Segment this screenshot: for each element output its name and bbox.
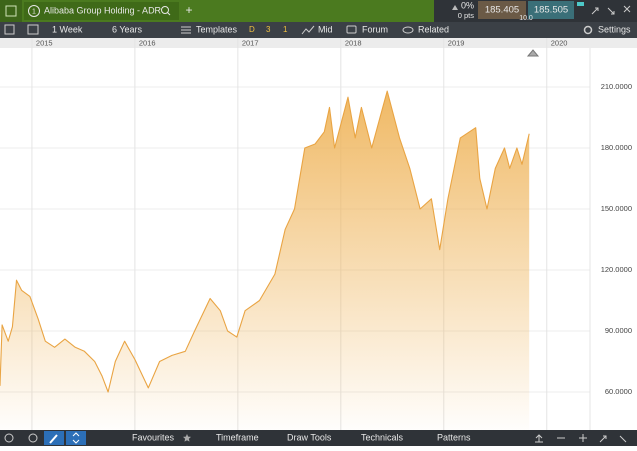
quantity[interactable]: 10.0 <box>519 15 533 22</box>
change-arrow <box>452 5 458 10</box>
related[interactable]: Related <box>418 24 449 34</box>
clear-icon[interactable] <box>28 433 38 443</box>
period-d[interactable]: D <box>249 25 255 34</box>
close-icon[interactable] <box>623 5 631 13</box>
search-handle <box>167 12 171 16</box>
favourites[interactable]: Favourites <box>132 432 175 442</box>
patterns[interactable]: Patterns <box>437 432 471 442</box>
buy-button[interactable] <box>528 1 574 19</box>
refresh-icon[interactable] <box>4 433 14 443</box>
instrument-title[interactable]: Alibaba Group Holding - ADR <box>44 5 162 15</box>
star-icon[interactable] <box>183 434 191 442</box>
expand-icons[interactable] <box>599 435 627 443</box>
y-tick-label: 120.0000 <box>601 265 632 274</box>
menu-icon[interactable] <box>0 0 22 22</box>
change-pts: 0 pts <box>458 11 475 20</box>
date-strip <box>0 38 637 48</box>
plot: 2015 2016 2017 2018 2019 2020 <box>0 38 590 430</box>
templates-icon <box>181 26 191 34</box>
pencil-icon <box>49 434 58 444</box>
mid-icon <box>301 25 315 35</box>
change-pct: 0% <box>461 0 474 10</box>
share-icon[interactable] <box>535 434 543 443</box>
related-icon <box>402 26 414 34</box>
info-icon-text: 1 <box>32 8 36 15</box>
y-axis: 210.0000 180.0000 150.0000 120.0000 90.0000 6… <box>601 82 632 396</box>
y-tick-label: 60.0000 <box>605 387 632 396</box>
y-tick-label: 180.0000 <box>601 143 632 152</box>
indicator <box>577 2 584 6</box>
layout-icon[interactable] <box>27 24 39 35</box>
settings[interactable]: Settings <box>598 24 631 34</box>
sell-price[interactable]: 185.405 <box>485 5 519 16</box>
toolbar <box>0 22 637 38</box>
add-tab[interactable]: + <box>185 3 192 17</box>
period-1[interactable]: 1 <box>283 25 288 34</box>
x-tick-label: 2019 <box>448 38 465 47</box>
buy-price[interactable]: 185.505 <box>534 5 568 16</box>
timeframe[interactable]: Timeframe <box>216 432 259 442</box>
price-line <box>0 90 530 393</box>
technicals[interactable]: Technicals <box>361 432 404 442</box>
zoom-icons[interactable] <box>557 434 587 442</box>
interval[interactable]: 1 Week <box>52 24 83 34</box>
forum-icon <box>346 25 357 34</box>
templates[interactable]: Templates <box>196 24 238 34</box>
menu-glyph <box>5 5 17 17</box>
x-tick-label: 2018 <box>345 38 362 47</box>
price-area <box>0 91 530 430</box>
x-tick-label: 2015 <box>36 38 53 47</box>
search-icon[interactable] <box>161 6 169 14</box>
cursor-button[interactable] <box>66 431 86 445</box>
settings-icon <box>583 25 593 35</box>
mid[interactable]: Mid <box>318 24 333 34</box>
price-axis <box>590 48 637 430</box>
panel-icon[interactable] <box>4 24 15 35</box>
x-tick-label: 2017 <box>242 38 259 47</box>
period-3[interactable]: 3 <box>266 25 271 34</box>
scroll-marker[interactable] <box>526 49 540 57</box>
sell-button[interactable] <box>478 1 526 19</box>
y-tick-label: 90.0000 <box>605 326 632 335</box>
range[interactable]: 6 Years <box>112 24 143 34</box>
cursor-icon <box>72 432 80 444</box>
window-icons[interactable] <box>591 7 615 15</box>
forum[interactable]: Forum <box>362 24 388 34</box>
x-tick-label: 2016 <box>139 38 156 47</box>
y-tick-label: 150.0000 <box>601 204 632 213</box>
x-tick-label: 2020 <box>551 38 568 47</box>
y-tick-label: 210.0000 <box>601 82 632 91</box>
draw-tools[interactable]: Draw Tools <box>287 432 332 442</box>
instrument-tab[interactable] <box>24 2 179 20</box>
info-icon[interactable] <box>28 5 40 17</box>
bottom-bar <box>0 430 637 446</box>
